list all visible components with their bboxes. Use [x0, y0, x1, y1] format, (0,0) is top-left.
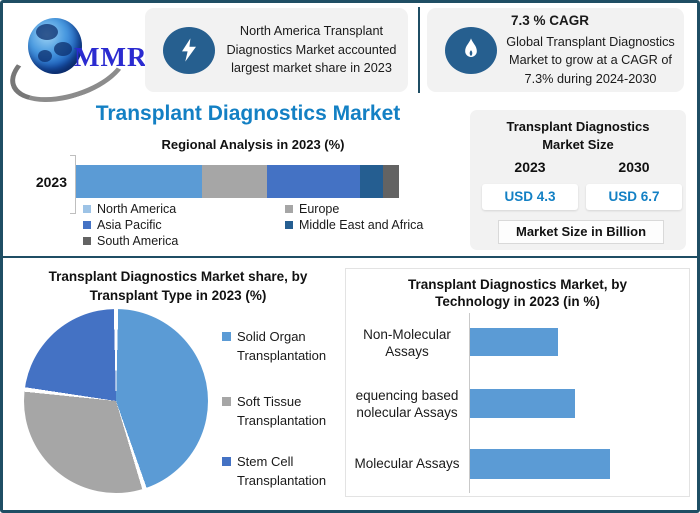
technology-label-line: nolecular Assays	[356, 404, 458, 420]
market-size-value-2023: USD 4.3	[482, 184, 578, 210]
technology-chart-title: Transplant Diagnostics Market, by Techno…	[356, 276, 679, 310]
technology-label-line: Molecular Assays	[354, 456, 460, 471]
legend-marker-icon	[222, 332, 231, 341]
pie-title-line2: Transplant Type in 2023 (%)	[89, 288, 267, 303]
pie-legend-label: Solid Organ Transplantation	[237, 329, 327, 363]
technology-bar-non-molecular-assays	[470, 328, 558, 356]
highlight-line: largest market share in 2023	[231, 61, 392, 76]
market-size-year-2023: 2023	[514, 159, 546, 175]
market-size-title: Transplant Diagnostics Market Size	[470, 118, 686, 154]
highlight-card-text: 7.3 % CAGR Global Transplant Diagnostics…	[497, 12, 684, 88]
legend-marker-icon	[83, 237, 91, 245]
market-size-year-2030: 2030	[618, 159, 650, 175]
legend-label: North America	[97, 202, 177, 216]
highlight-card-market-share: North America Transplant Diagnostics Mar…	[145, 8, 408, 92]
flame-icon	[445, 26, 497, 74]
pie-legend-label: Soft Tissue Transplantation	[237, 394, 327, 428]
legend-label: Europe	[299, 202, 340, 216]
legend-marker-icon	[285, 221, 293, 229]
legend-marker-icon	[83, 221, 91, 229]
lightning-bolt-icon	[163, 26, 215, 74]
region-segment-north-america	[76, 165, 202, 198]
highlight-line: 7.3% during 2024-2030	[524, 71, 657, 86]
highlight-line: Diagnostics Market accounted	[226, 42, 397, 57]
technology-category-label-molecular-assays: Molecular Assays	[348, 456, 466, 473]
pie-title-line1: Transplant Diagnostics Market share, by	[48, 269, 308, 284]
highlight-line: Global Transplant Diagnostics	[506, 34, 675, 49]
region-segment-asia-pacific	[266, 165, 361, 198]
technology-category-label-non-molecular-assays: Non-Molecular Assays	[348, 327, 466, 360]
technology-title-line2: Technology in 2023 (in %)	[435, 294, 600, 309]
legend-marker-icon	[222, 397, 231, 406]
legend-label: Asia Pacific	[97, 218, 162, 232]
cagr-heading: 7.3 % CAGR	[511, 13, 590, 28]
regional-chart-title: Regional Analysis in 2023 (%)	[161, 137, 345, 152]
regional-axis-bracket	[70, 155, 76, 214]
regional-axis-category-label: 2023	[35, 174, 67, 190]
pie-legend-item-solid-organ-transplantation: Solid Organ Transplantation	[222, 327, 345, 365]
market-size-value-2030: USD 6.7	[586, 184, 682, 210]
legend-marker-icon	[285, 205, 293, 213]
legend-item-south-america: South America	[83, 233, 285, 249]
market-size-title-line1: Transplant Diagnostics	[506, 119, 650, 134]
transplant-type-pie-chart	[24, 309, 208, 493]
region-segment-europe	[201, 165, 267, 198]
pie-legend-item-stem-cell-transplantation: Stem Cell Transplantation	[222, 452, 345, 490]
legend-item-asia-pacific: Asia Pacific	[83, 217, 285, 233]
market-size-unit-note: Market Size in Billion	[498, 220, 664, 244]
legend-item-europe: Europe	[285, 201, 463, 217]
vertical-divider	[418, 7, 420, 93]
horizontal-divider	[3, 256, 697, 258]
technology-title-line1: Transplant Diagnostics Market, by	[407, 277, 628, 292]
logo-text: MMR	[74, 42, 148, 72]
technology-bar-equencing-based-nolecular-assays	[470, 389, 575, 418]
market-size-panel: Transplant Diagnostics Market Size 2023 …	[470, 110, 686, 250]
regional-stacked-bar	[76, 165, 399, 198]
page-title: Transplant Diagnostics Market	[95, 102, 401, 125]
legend-item-north-america: North America	[83, 201, 285, 217]
mmr-logo: MMR	[3, 10, 146, 116]
technology-bar-molecular-assays	[470, 449, 610, 479]
regional-legend: North America Europe Asia Pacific Middle Ea…	[83, 201, 463, 249]
globe-logo-icon	[28, 18, 82, 74]
legend-marker-icon	[222, 457, 231, 466]
highlight-line: Market to grow at a CAGR of	[509, 53, 672, 67]
legend-label: South America	[97, 234, 179, 248]
technology-category-label-equencing-based-nolecular-assays: equencing based nolecular Assays	[348, 388, 466, 421]
region-segment-south-america	[382, 165, 399, 198]
pie-legend-item-soft-tissue-transplantation: Soft Tissue Transplantation	[222, 392, 345, 430]
highlight-line: North America Transplant	[239, 24, 384, 39]
legend-item-middle-east-and-africa: Middle East and Africa	[285, 217, 463, 233]
technology-chart-panel: Transplant Diagnostics Market, by Techno…	[345, 268, 690, 497]
technology-label-line: Assays	[385, 343, 429, 359]
legend-marker-icon	[83, 205, 91, 213]
technology-axis-line	[469, 313, 470, 493]
legend-label: Middle East and Africa	[299, 218, 424, 232]
technology-label-line: Non-Molecular	[363, 327, 451, 342]
pie-chart-title: Transplant Diagnostics Market share, by …	[13, 267, 343, 305]
pie-legend-label: Stem Cell Transplantation	[237, 454, 327, 488]
highlight-card-text: North America Transplant Diagnostics Mar…	[215, 22, 408, 78]
market-size-title-line2: Market Size	[542, 137, 614, 152]
technology-label-line: equencing based	[355, 388, 459, 403]
highlight-card-cagr: 7.3 % CAGR Global Transplant Diagnostics…	[427, 8, 684, 92]
region-segment-middle-east-and-africa	[360, 165, 383, 198]
